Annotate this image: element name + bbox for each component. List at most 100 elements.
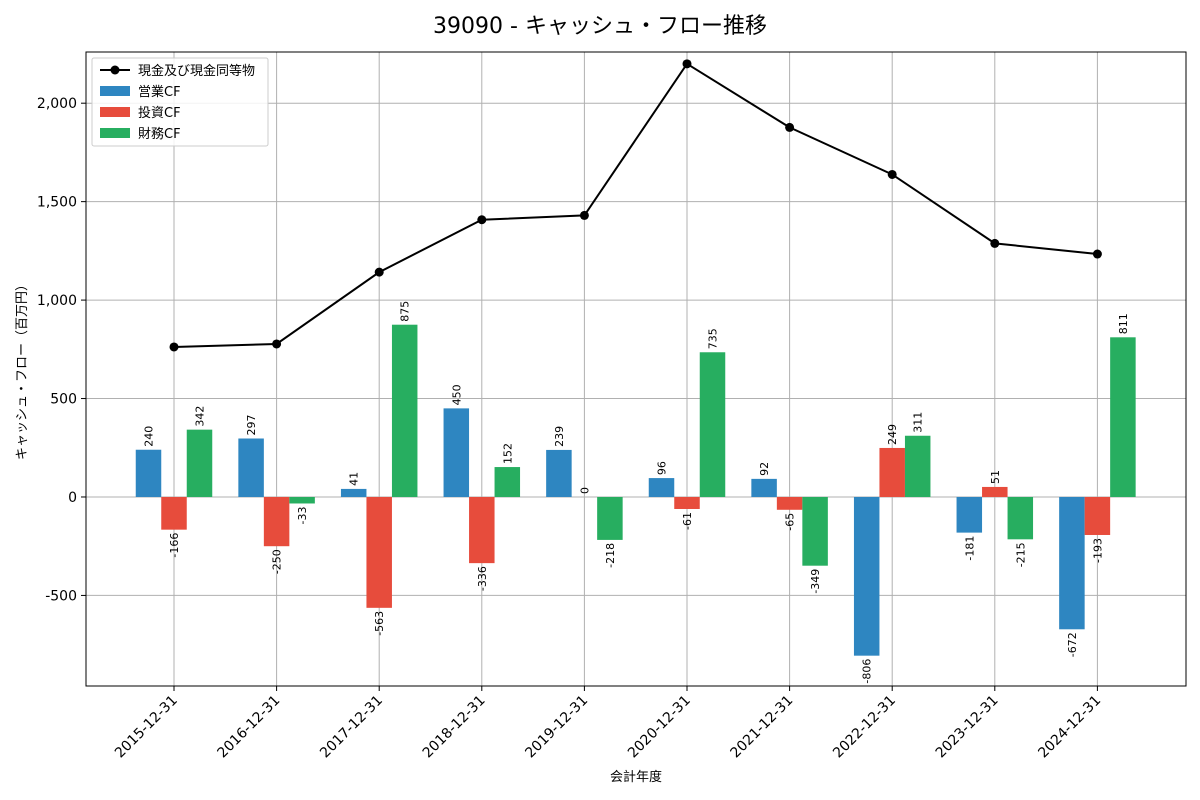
bar-data-label: -33 xyxy=(296,506,309,524)
bar-data-label: 735 xyxy=(707,328,720,349)
x-tick-label: 2023-12-31 xyxy=(933,693,1002,762)
x-tick-label: 2020-12-31 xyxy=(625,693,694,762)
bar-data-label: 152 xyxy=(501,443,514,464)
legend-label: 現金及び現金同等物 xyxy=(138,63,255,79)
bar-営業CF-2022-12-31 xyxy=(853,496,880,656)
cash-point-2018-12-31 xyxy=(477,215,487,225)
y-tick-label: 1,000 xyxy=(37,293,77,309)
y-tick-label: 2,000 xyxy=(37,96,77,112)
bar-財務CF-2020-12-31 xyxy=(699,352,726,497)
bars xyxy=(135,324,1136,656)
bar-data-label: -215 xyxy=(1014,542,1027,567)
bar-財務CF-2021-12-31 xyxy=(802,496,828,566)
y-tick-label: -500 xyxy=(45,588,77,604)
bar-投資CF-2020-12-31 xyxy=(674,496,700,509)
bar-data-label: 0 xyxy=(578,487,591,494)
legend-swatch xyxy=(100,107,130,117)
legend-label: 営業CF xyxy=(138,84,181,100)
bar-data-label: -336 xyxy=(476,566,489,591)
cash-point-2019-12-31 xyxy=(579,210,589,220)
bar-営業CF-2024-12-31 xyxy=(1059,496,1085,630)
cash-point-2020-12-31 xyxy=(682,59,692,69)
bar-data-label: 811 xyxy=(1117,313,1130,334)
bar-data-label: -181 xyxy=(963,536,976,561)
x-tick-label: 2022-12-31 xyxy=(830,693,899,762)
plot-frame xyxy=(85,51,1187,687)
bar-data-label: 297 xyxy=(245,415,258,436)
bar-data-label: 450 xyxy=(450,384,463,405)
y-tick-label: 0 xyxy=(68,490,77,506)
bar-財務CF-2017-12-31 xyxy=(391,324,418,497)
cash-point-2024-12-31 xyxy=(1092,249,1102,259)
bar-投資CF-2022-12-31 xyxy=(879,447,905,497)
bar-data-label: -61 xyxy=(681,512,694,530)
x-axis: 2015-12-31 2016-12-31 2017-12-31 2018-12-31… xyxy=(112,686,1104,761)
bar-data-label: 342 xyxy=(194,406,207,427)
bar-営業CF-2020-12-31 xyxy=(648,478,675,497)
bar-投資CF-2021-12-31 xyxy=(776,496,803,510)
bar-営業CF-2023-12-31 xyxy=(956,496,983,533)
chart-title: 39090 - キャッシュ・フロー推移 xyxy=(433,14,767,39)
bar-投資CF-2016-12-31 xyxy=(263,496,290,547)
y-tick-label: 500 xyxy=(50,392,77,408)
bar-data-label: 240 xyxy=(143,426,156,447)
cash-point-2021-12-31 xyxy=(785,122,795,132)
bar-data-label: 51 xyxy=(989,470,1002,484)
x-tick-label: 2019-12-31 xyxy=(522,693,591,762)
data-labels: 240 297 41 450 239 96 92 -806 -181 -672 -166 -250 -5… xyxy=(143,301,1130,684)
y-axis: -500 0 500 1,000 1,500 2,000 xyxy=(37,96,86,604)
bar-data-label: -672 xyxy=(1066,632,1079,657)
bar-営業CF-2017-12-31 xyxy=(340,488,367,497)
cash-point-2022-12-31 xyxy=(887,169,897,179)
y-tick-label: 1,500 xyxy=(37,195,77,211)
bar-data-label: -193 xyxy=(1091,538,1104,563)
bar-data-label: 875 xyxy=(399,301,412,322)
x-tick-label: 2018-12-31 xyxy=(420,693,489,762)
legend-label: 投資CF xyxy=(138,105,181,121)
x-tick-label: 2016-12-31 xyxy=(215,693,284,762)
bar-財務CF-2019-12-31 xyxy=(597,496,623,540)
bar-data-label: 311 xyxy=(912,412,925,433)
bar-投資CF-2017-12-31 xyxy=(366,496,392,608)
x-axis-label: 会計年度 xyxy=(610,769,662,785)
bar-data-label: -806 xyxy=(861,659,874,684)
cash-point-2023-12-31 xyxy=(990,238,1000,248)
legend-marker xyxy=(110,65,120,75)
legend-swatch xyxy=(100,128,130,138)
cash-point-2016-12-31 xyxy=(272,339,282,349)
y-axis-label: キャッシュ・フロー（百万円） xyxy=(15,278,30,460)
legend-box xyxy=(91,57,269,147)
bar-投資CF-2024-12-31 xyxy=(1084,496,1111,535)
bar-data-label: -218 xyxy=(604,543,617,568)
bar-投資CF-2015-12-31 xyxy=(161,496,187,530)
bar-財務CF-2022-12-31 xyxy=(904,435,931,497)
cash-line xyxy=(169,59,1102,352)
bar-data-label: 239 xyxy=(553,426,566,447)
x-tick-label: 2024-12-31 xyxy=(1035,693,1104,762)
bar-data-label: -349 xyxy=(809,569,822,594)
bar-data-label: 249 xyxy=(886,424,899,445)
bar-data-label: -65 xyxy=(784,513,797,531)
x-tick-label: 2021-12-31 xyxy=(728,693,797,762)
grid-lines xyxy=(86,52,1186,686)
bar-data-label: 92 xyxy=(758,462,771,476)
bar-営業CF-2019-12-31 xyxy=(546,449,572,497)
bar-投資CF-2018-12-31 xyxy=(469,496,495,564)
bar-data-label: -166 xyxy=(168,533,181,558)
bar-data-label: 96 xyxy=(656,461,669,475)
bar-営業CF-2021-12-31 xyxy=(751,478,777,497)
legend-swatch xyxy=(100,86,130,96)
bar-data-label: 41 xyxy=(348,472,361,486)
legend-label: 財務CF xyxy=(138,127,181,142)
bar-投資CF-2023-12-31 xyxy=(982,486,1008,497)
bar-財務CF-2023-12-31 xyxy=(1007,496,1034,540)
bar-営業CF-2016-12-31 xyxy=(238,438,264,497)
bar-財務CF-2016-12-31 xyxy=(289,496,315,504)
cash-line-path xyxy=(173,62,1098,348)
cash-point-2017-12-31 xyxy=(374,267,384,277)
bar-財務CF-2018-12-31 xyxy=(494,467,521,497)
bar-財務CF-2015-12-31 xyxy=(186,429,213,497)
